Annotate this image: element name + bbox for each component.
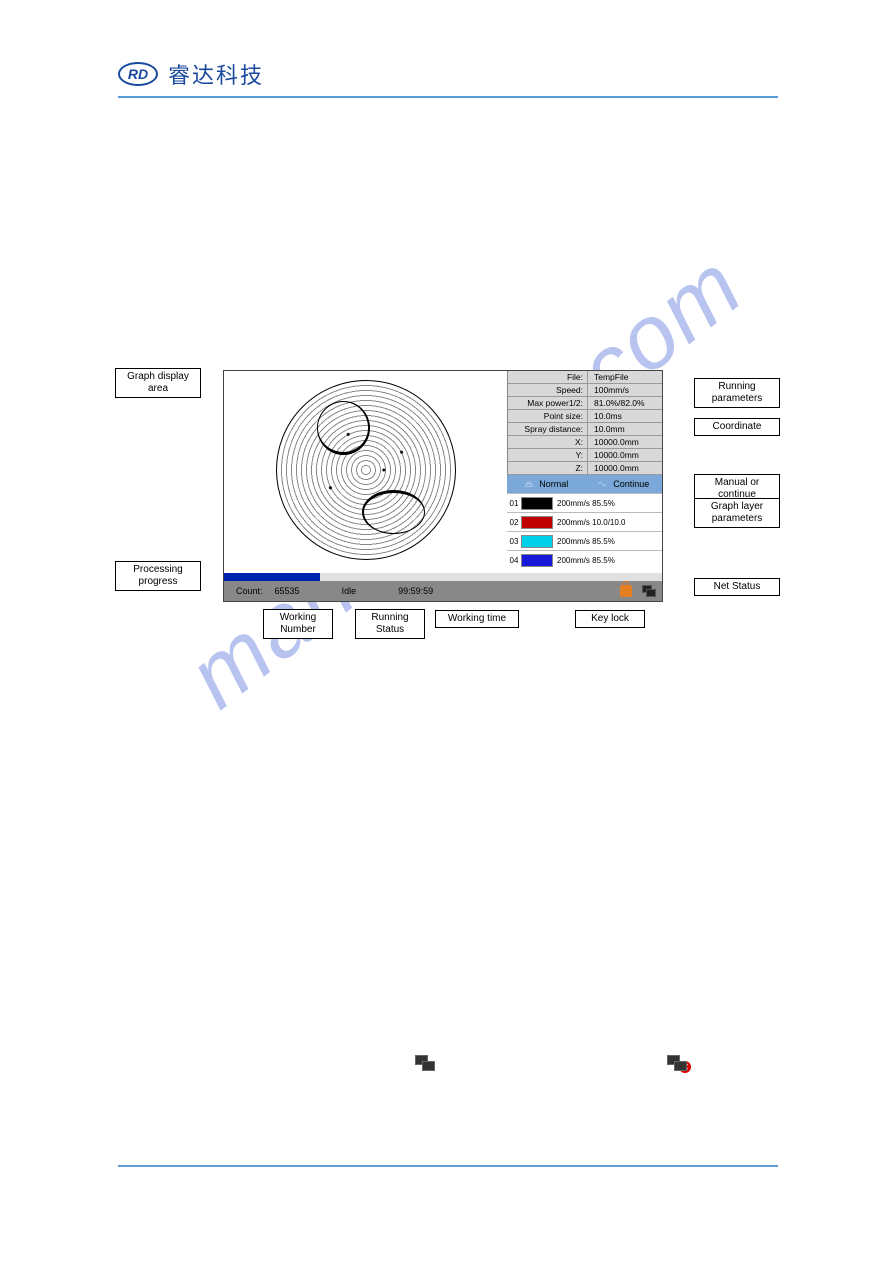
param-label: Speed:	[508, 384, 588, 396]
hand-icon	[523, 479, 535, 489]
network-connected-icon	[415, 1055, 435, 1071]
status-state: Idle	[336, 586, 363, 596]
param-row-y[interactable]: Y: 10000.0mm	[508, 449, 662, 462]
param-label: Y:	[508, 449, 588, 461]
layer-index: 02	[507, 518, 521, 527]
parameters-panel: File: TempFile Speed: 100mm/s Max power1…	[507, 371, 662, 475]
param-row-x[interactable]: X: 10000.0mm	[508, 436, 662, 449]
callout-coordinate: Coordinate	[694, 418, 780, 436]
param-row-pointsize[interactable]: Point size: 10.0ms	[508, 410, 662, 423]
page-header: RD 睿达科技	[118, 58, 778, 90]
mode-label: Normal	[539, 479, 568, 489]
logo-text: 睿达科技	[168, 58, 264, 90]
param-row-file[interactable]: File: TempFile	[508, 371, 662, 384]
mode-label: Continue	[613, 479, 649, 489]
device-ui-panel: File: TempFile Speed: 100mm/s Max power1…	[223, 370, 663, 602]
param-label: File:	[508, 371, 588, 383]
callout-graph-display: Graph display area	[115, 368, 201, 398]
callout-net-status: Net Status	[694, 578, 780, 596]
layer-row[interactable]: 03 200mm/s 85.5%	[507, 531, 662, 550]
layer-color-swatch	[521, 497, 553, 510]
status-bar: Count: 65535 Idle 99:59:59	[224, 581, 662, 601]
layer-row[interactable]: 01 200mm/s 85.5%	[507, 493, 662, 512]
layer-color-swatch	[521, 516, 553, 529]
callout-running-status: Running Status	[355, 609, 425, 639]
param-value: 10000.0mm	[588, 462, 662, 474]
status-count-label: Count:	[230, 586, 269, 596]
param-row-speed[interactable]: Speed: 100mm/s	[508, 384, 662, 397]
layer-row[interactable]: 02 200mm/s 10.0/10.0	[507, 512, 662, 531]
callout-working-number: Working Number	[263, 609, 333, 639]
layer-text: 200mm/s 85.5%	[553, 556, 662, 565]
header-rule	[118, 96, 778, 98]
mode-continue-button[interactable]: Continue	[585, 475, 663, 493]
layer-text: 200mm/s 85.5%	[553, 499, 662, 508]
layer-index: 03	[507, 537, 521, 546]
callout-processing-progress: Processing progress	[115, 561, 201, 591]
param-label: X:	[508, 436, 588, 448]
network-disconnected-icon: ✕	[667, 1055, 687, 1071]
layer-color-swatch	[521, 554, 553, 567]
layer-text: 200mm/s 10.0/10.0	[553, 518, 662, 527]
param-row-spraydist[interactable]: Spray distance: 10.0mm	[508, 423, 662, 436]
network-icon[interactable]	[642, 585, 656, 597]
graph-display-area[interactable]	[224, 371, 507, 569]
inline-net-disconnected-icon: ✕	[667, 1054, 687, 1072]
callout-layer-parameters: Graph layer parameters	[694, 498, 780, 528]
param-value: 10000.0mm	[588, 449, 662, 461]
param-label: Spray distance:	[508, 423, 588, 435]
layer-index: 01	[507, 499, 521, 508]
param-label: Max power1/2:	[508, 397, 588, 409]
param-value: 100mm/s	[588, 384, 662, 396]
footer-rule	[118, 1165, 778, 1167]
param-label: Z:	[508, 462, 588, 474]
layer-text: 200mm/s 85.5%	[553, 537, 662, 546]
annotated-figure: Graph display area Processing progress R…	[115, 366, 780, 636]
param-row-maxpower[interactable]: Max power1/2: 81.0%/82.0%	[508, 397, 662, 410]
status-time: 99:59:59	[392, 586, 439, 596]
callout-working-time: Working time	[435, 610, 519, 628]
layer-color-swatch	[521, 535, 553, 548]
layer-row[interactable]: 04 200mm/s 85.5%	[507, 550, 662, 569]
param-value: 10.0ms	[588, 410, 662, 422]
wave-icon	[597, 479, 609, 489]
layer-index: 04	[507, 556, 521, 565]
inline-net-connected-icon	[415, 1054, 435, 1072]
param-value: 10.0mm	[588, 423, 662, 435]
layers-panel: 01 200mm/s 85.5% 02 200mm/s 10.0/10.0 03…	[507, 493, 662, 569]
param-row-z[interactable]: Z: 10000.0mm	[508, 462, 662, 475]
logo-badge: RD	[118, 62, 158, 86]
lock-icon[interactable]	[620, 585, 632, 597]
status-count-value: 65535	[269, 586, 306, 596]
callout-running-parameters: Running parameters	[694, 378, 780, 408]
param-value: TempFile	[588, 371, 662, 383]
param-value: 10000.0mm	[588, 436, 662, 448]
callout-key-lock: Key lock	[575, 610, 645, 628]
mode-normal-button[interactable]: Normal	[507, 475, 585, 493]
mode-bar: Normal Continue	[507, 475, 662, 493]
graph-artwork	[276, 380, 456, 560]
param-value: 81.0%/82.0%	[588, 397, 662, 409]
param-label: Point size:	[508, 410, 588, 422]
